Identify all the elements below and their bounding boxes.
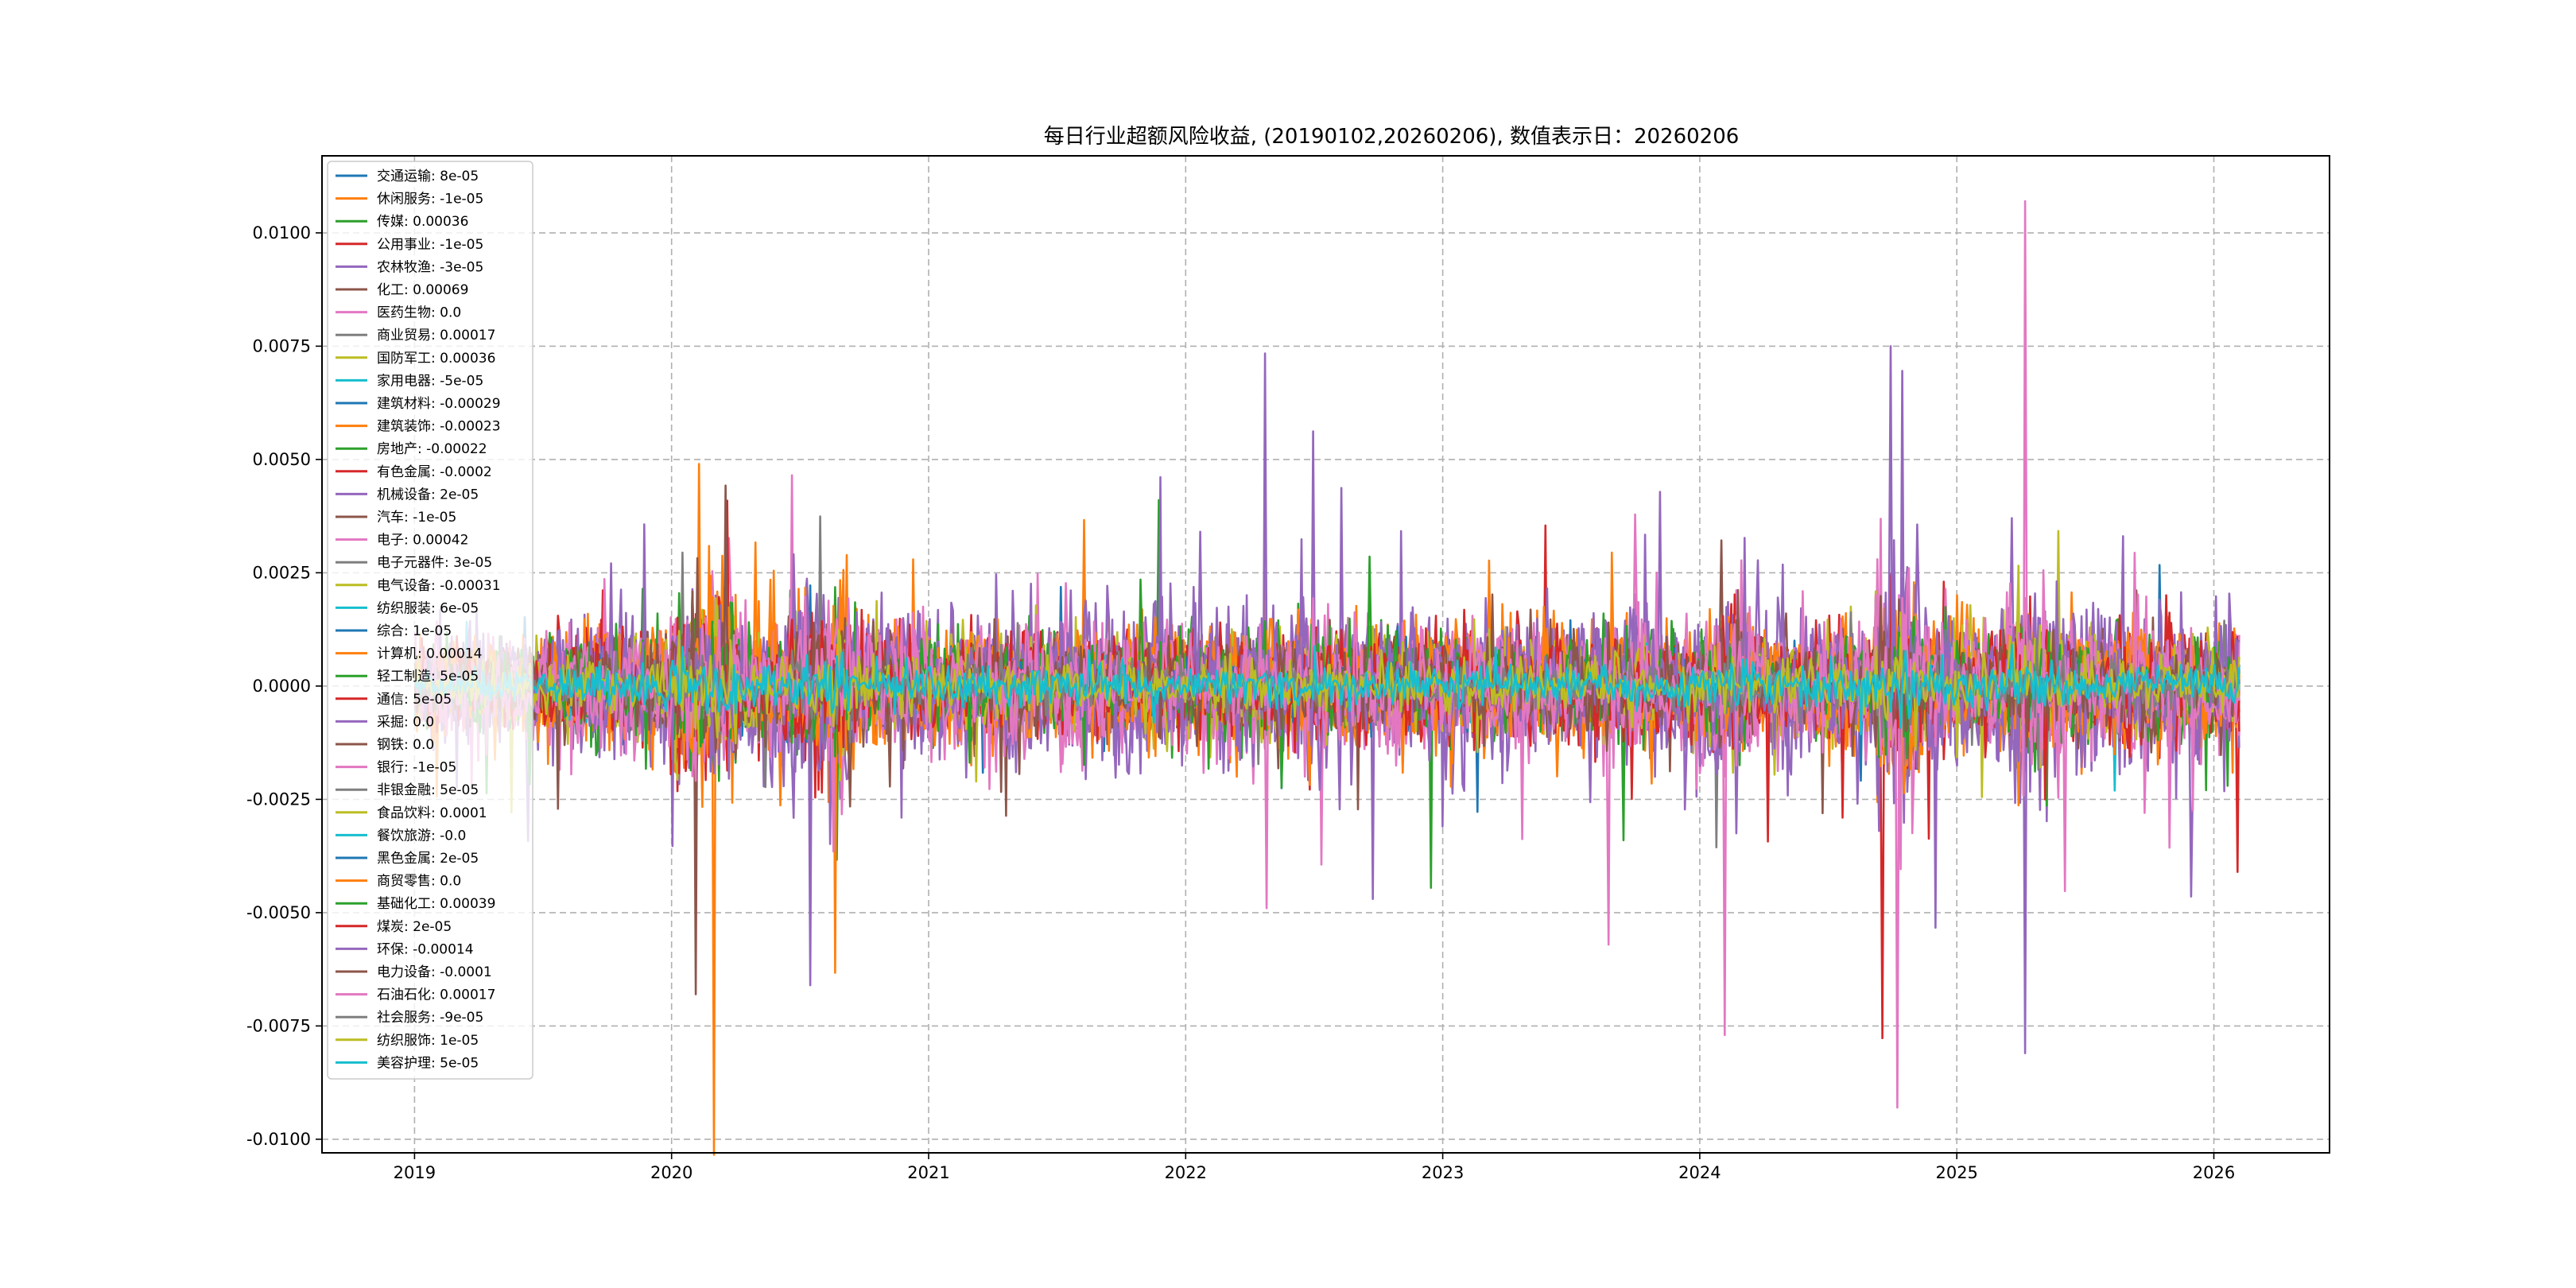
legend-label: 黑色金属: 2e-05 xyxy=(377,851,479,867)
x-tick-label: 2023 xyxy=(1422,1163,1464,1182)
legend-label: 计算机: 0.00014 xyxy=(377,646,482,662)
legend-label: 轻工制造: 5e-05 xyxy=(377,669,479,685)
legend-label: 化工: 0.00069 xyxy=(377,282,468,298)
plot-area-frame xyxy=(321,155,2330,1154)
x-tick-label: 2026 xyxy=(2193,1163,2235,1182)
legend-label: 交通运输: 8e-05 xyxy=(377,169,479,184)
legend-label: 公用事业: -1e-05 xyxy=(377,237,483,253)
y-tick-label: 0.0075 xyxy=(253,336,311,355)
legend: 交通运输: 8e-05 休闲服务: -1e-05 传媒: 0.00036 公用事业: … xyxy=(327,161,533,1080)
legend-label: 纺织服装: 6e-05 xyxy=(377,600,479,616)
legend-label: 综合: 1e-05 xyxy=(377,623,452,639)
y-tick-label: 0.0000 xyxy=(253,677,311,696)
x-tick-label: 2022 xyxy=(1165,1163,1207,1182)
y-tick-label: -0.0075 xyxy=(246,1016,311,1035)
legend-label: 美容护理: 5e-05 xyxy=(377,1055,479,1071)
legend-label: 通信: 5e-05 xyxy=(377,692,452,708)
x-tick-label: 2024 xyxy=(1678,1163,1721,1182)
y-tick-label: -0.0050 xyxy=(246,903,311,922)
chart-title: 每日行业超额风险收益, (20190102,20260206), 数值表示日：2… xyxy=(1044,125,1740,149)
x-tick-label: 2025 xyxy=(1935,1163,1977,1182)
legend-label: 食品饮料: 0.0001 xyxy=(377,805,487,821)
legend-label: 采掘: 0.0 xyxy=(377,714,434,730)
legend-label: 电力设备: -0.0001 xyxy=(377,964,492,980)
legend-label: 建筑材料: -0.00029 xyxy=(377,396,501,412)
legend-label: 煤炭: 2e-05 xyxy=(377,919,452,935)
axis-layer: 2019 2020 2021 2022 2023 2024 2025 2026 0.0100 0.… xyxy=(246,223,2235,1182)
y-tick-label: 0.0050 xyxy=(253,450,311,469)
legend-label: 汽车: -1e-05 xyxy=(377,510,456,526)
legend-label: 医药生物: 0.0 xyxy=(377,305,461,321)
legend-label: 农林牧渔: -3e-05 xyxy=(377,259,483,275)
legend-label: 社会服务: -9e-05 xyxy=(377,1010,483,1026)
legend-label: 传媒: 0.00036 xyxy=(377,214,468,230)
legend-label: 石油石化: 0.00017 xyxy=(377,987,495,1003)
legend-label: 国防军工: 0.00036 xyxy=(377,351,495,367)
x-tick-label: 2020 xyxy=(650,1163,692,1182)
legend-label: 电子: 0.00042 xyxy=(377,533,468,549)
legend-label: 餐饮旅游: -0.0 xyxy=(377,828,466,844)
y-tick-label: -0.0025 xyxy=(246,789,311,809)
x-tick-label: 2021 xyxy=(907,1163,949,1182)
legend-label: 休闲服务: -1e-05 xyxy=(377,192,483,208)
y-tick-label: -0.0100 xyxy=(246,1130,311,1149)
legend-label: 银行: -1e-05 xyxy=(377,760,456,776)
series-line xyxy=(414,643,2240,735)
legend-label: 纺织服饰: 1e-05 xyxy=(377,1033,479,1049)
legend-label: 环保: -0.00014 xyxy=(377,941,474,957)
legend-label: 有色金属: -0.0002 xyxy=(377,464,492,480)
legend-label: 非银金融: 5e-05 xyxy=(377,782,479,798)
legend-label: 商业贸易: 0.00017 xyxy=(377,328,495,343)
legend-box xyxy=(327,161,533,1080)
legend-label: 电气设备: -0.00031 xyxy=(377,578,501,594)
legend-label: 建筑装饰: -0.00023 xyxy=(377,419,501,435)
legend-label: 机械设备: 2e-05 xyxy=(377,487,479,502)
x-tick-label: 2019 xyxy=(394,1163,436,1182)
legend-label: 基础化工: 0.00039 xyxy=(377,896,495,912)
legend-label: 房地产: -0.00022 xyxy=(377,441,487,457)
legend-label: 商贸零售: 0.0 xyxy=(377,874,461,890)
legend-label: 家用电器: -5e-05 xyxy=(377,373,483,389)
y-tick-label: 0.0025 xyxy=(253,563,311,582)
series-layer xyxy=(414,200,2240,1156)
legend-label: 电子元器件: 3e-05 xyxy=(377,555,492,571)
y-tick-label: 0.0100 xyxy=(253,223,311,242)
legend-label: 钢铁: 0.0 xyxy=(377,737,434,753)
